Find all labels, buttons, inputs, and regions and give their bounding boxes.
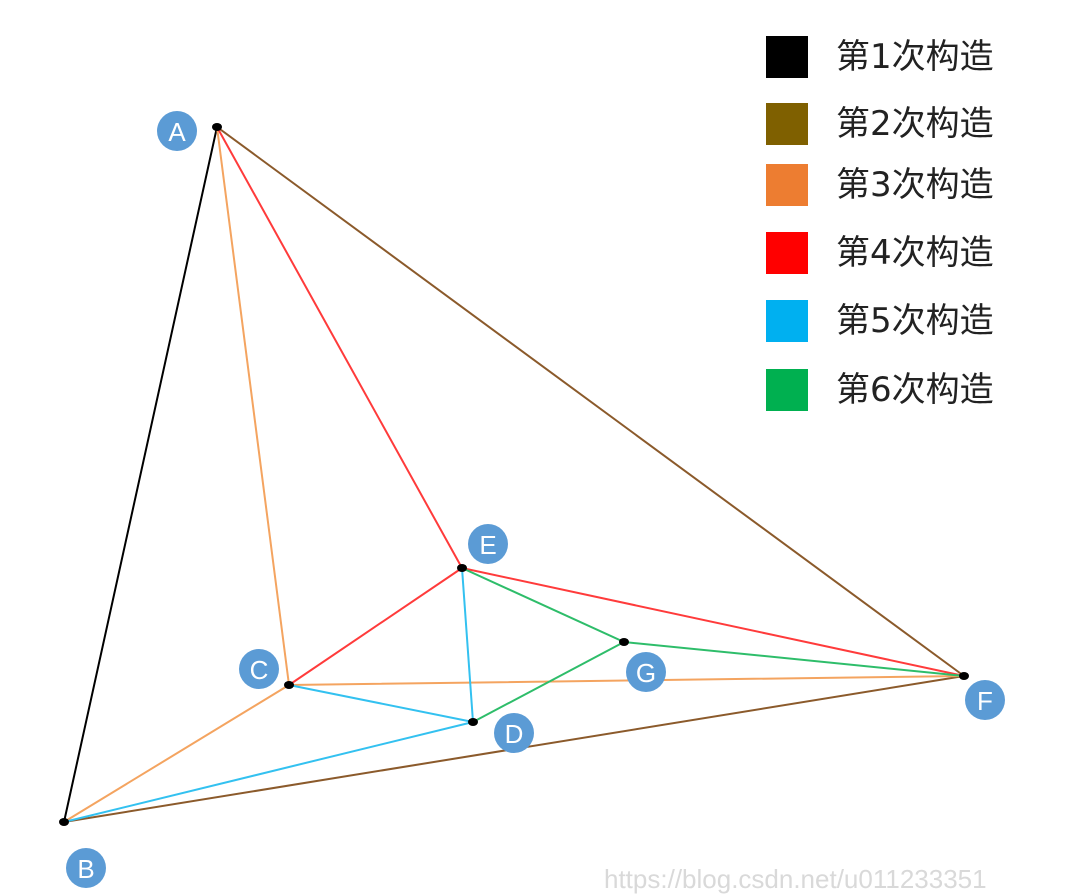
edge-a-f bbox=[216, 126, 965, 677]
nodes-layer: A B C D E F G bbox=[59, 111, 1005, 888]
node-point-b bbox=[59, 818, 69, 826]
legend-label-step-3: 第3次构造 bbox=[836, 165, 994, 205]
edge-c-d bbox=[288, 684, 474, 723]
legend-item-step-1: 第1次构造 bbox=[766, 36, 1056, 78]
node-point-e bbox=[457, 564, 467, 572]
edge-b-c bbox=[63, 684, 290, 823]
node-label-a: A bbox=[168, 117, 186, 147]
node-label-g: G bbox=[636, 658, 656, 688]
legend-swatch-step-5 bbox=[766, 300, 808, 342]
node-point-g bbox=[619, 638, 629, 646]
node-c: C bbox=[239, 649, 294, 689]
legend-swatch-step-3 bbox=[766, 164, 808, 206]
node-d: D bbox=[468, 713, 534, 753]
legend-item-step-3: 第3次构造 bbox=[766, 164, 1056, 206]
node-label-f: F bbox=[977, 686, 993, 716]
node-point-d bbox=[468, 718, 478, 726]
legend-item-step-2: 第2次构造 bbox=[766, 103, 1056, 145]
node-badge-d bbox=[494, 713, 534, 753]
node-label-e: E bbox=[479, 530, 496, 560]
watermark: https://blog.csdn.net/u011233351 bbox=[604, 864, 987, 894]
legend-label-step-1: 第1次构造 bbox=[836, 37, 994, 77]
node-label-c: C bbox=[250, 655, 269, 685]
node-badge-b bbox=[66, 848, 106, 888]
edge-c-e bbox=[288, 567, 463, 686]
node-badge-f bbox=[965, 680, 1005, 720]
legend-item-step-6: 第6次构造 bbox=[766, 369, 1056, 411]
node-badge-g bbox=[626, 652, 666, 692]
edge-g-f bbox=[623, 641, 965, 677]
legend-item-step-4: 第4次构造 bbox=[766, 232, 1056, 274]
legend-label-step-2: 第2次构造 bbox=[836, 104, 994, 144]
node-b: B bbox=[59, 818, 106, 888]
edge-d-g bbox=[472, 641, 625, 723]
node-point-f bbox=[959, 672, 969, 680]
node-label-b: B bbox=[77, 854, 94, 884]
node-label-d: D bbox=[505, 719, 524, 749]
node-e: E bbox=[457, 524, 508, 572]
edge-e-f bbox=[461, 567, 965, 677]
node-point-a bbox=[212, 123, 222, 131]
legend-swatch-step-1 bbox=[766, 36, 808, 78]
node-a: A bbox=[157, 111, 222, 151]
edge-a-e bbox=[216, 126, 463, 569]
legend-label-step-5: 第5次构造 bbox=[836, 301, 994, 341]
legend-swatch-step-4 bbox=[766, 232, 808, 274]
node-badge-e bbox=[468, 524, 508, 564]
edge-a-c bbox=[216, 126, 290, 686]
edge-c-f bbox=[288, 675, 965, 686]
legend-label-step-4: 第4次构造 bbox=[836, 233, 994, 273]
node-f: F bbox=[959, 672, 1005, 720]
legend-label-step-6: 第6次构造 bbox=[836, 370, 994, 410]
edge-e-g bbox=[461, 567, 625, 643]
edge-b-d bbox=[63, 721, 474, 823]
legend-item-step-5: 第5次构造 bbox=[766, 300, 1056, 342]
edge-a-b bbox=[63, 126, 218, 823]
legend-swatch-step-6 bbox=[766, 369, 808, 411]
node-badge-a bbox=[157, 111, 197, 151]
edge-e-d bbox=[461, 567, 474, 723]
node-badge-c bbox=[239, 649, 279, 689]
node-point-c bbox=[284, 681, 294, 689]
edges-layer bbox=[63, 126, 965, 823]
legend-swatch-step-2 bbox=[766, 103, 808, 145]
node-g: G bbox=[619, 638, 666, 692]
